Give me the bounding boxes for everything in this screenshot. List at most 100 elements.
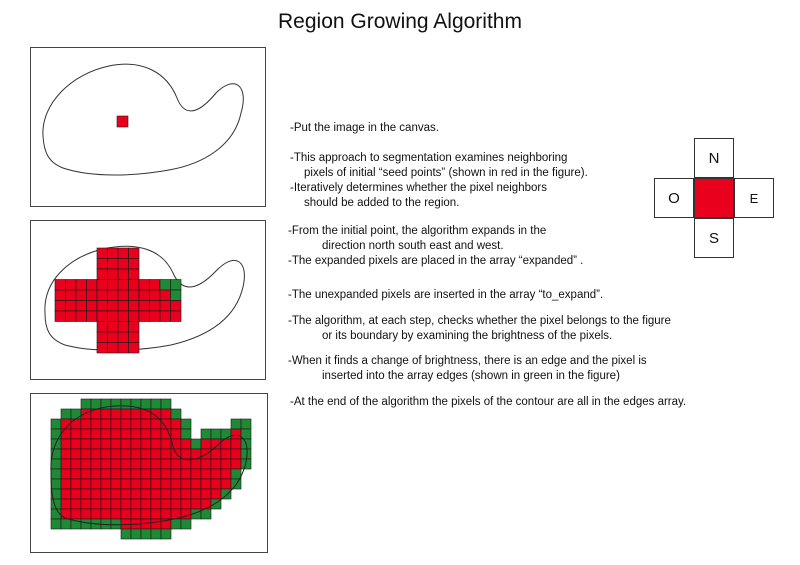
expanded-pixel	[170, 310, 182, 322]
contour-edge-pixel	[170, 518, 182, 530]
expanded-pixel	[75, 279, 87, 291]
region-pixel	[160, 438, 172, 450]
seed-pixel	[116, 115, 129, 128]
expanded-pixel	[128, 310, 140, 322]
region-pixel	[150, 488, 162, 500]
expanded-pixel	[86, 300, 98, 312]
region-pixel	[130, 498, 142, 510]
expanded-pixel	[107, 310, 119, 322]
region-pixel	[210, 448, 222, 460]
contour-edge-pixel	[90, 398, 102, 410]
expanded-pixel	[138, 289, 150, 301]
expanded-pixel	[138, 310, 150, 322]
expanded-pixel	[128, 279, 140, 291]
expanded-pixel	[86, 279, 98, 291]
region-pixel	[190, 458, 202, 470]
expanded-pixel	[128, 342, 140, 354]
region-pixel	[230, 448, 242, 460]
region-pixel	[150, 498, 162, 510]
region-pixel	[120, 448, 132, 460]
compass-south: S	[694, 218, 734, 258]
region-pixel	[100, 498, 112, 510]
panel-contour	[30, 393, 268, 553]
region-pixel	[160, 488, 172, 500]
expanded-pixel	[117, 321, 129, 333]
contour-edge-pixel	[200, 428, 212, 440]
contour-edge-pixel	[50, 458, 62, 470]
region-pixel	[70, 488, 82, 500]
expanded-pixel	[96, 331, 108, 343]
contour-edge-pixel	[130, 528, 142, 540]
region-pixel	[190, 478, 202, 490]
compass-north: N	[694, 138, 734, 178]
region-pixel	[170, 428, 182, 440]
step-seed-points: -This approach to segmentation examines …	[290, 152, 588, 209]
contour-edge-pixel	[170, 408, 182, 420]
contour-edge-pixel	[180, 418, 192, 430]
region-pixel	[80, 508, 92, 520]
region-pixel	[110, 508, 122, 520]
shape-outline	[42, 63, 244, 176]
panel-expansion	[30, 220, 266, 380]
page-title: Region Growing Algorithm	[278, 10, 522, 33]
expanded-pixel	[149, 279, 161, 291]
region-pixel	[230, 428, 242, 440]
expanded-pixel	[96, 300, 108, 312]
region-pixel	[150, 428, 162, 440]
region-pixel	[180, 458, 192, 470]
region-pixel	[140, 468, 152, 480]
region-pixel	[60, 448, 72, 460]
contour-edge-pixel	[160, 528, 172, 540]
expanded-pixel	[96, 289, 108, 301]
contour-edge-pixel	[120, 528, 132, 540]
expanded-pixel	[86, 289, 98, 301]
expanded-pixel	[107, 289, 119, 301]
region-pixel	[180, 488, 192, 500]
region-pixel	[110, 458, 122, 470]
region-pixel	[170, 458, 182, 470]
region-pixel	[80, 498, 92, 510]
contour-edge-pixel	[220, 488, 232, 500]
region-pixel	[170, 468, 182, 480]
region-pixel	[60, 498, 72, 510]
region-pixel	[110, 438, 122, 450]
region-pixel	[180, 448, 192, 460]
region-pixel	[120, 498, 132, 510]
region-pixel	[80, 418, 92, 430]
region-pixel	[100, 418, 112, 430]
region-pixel	[70, 468, 82, 480]
expanded-pixel	[149, 300, 161, 312]
region-pixel	[210, 478, 222, 490]
region-pixel	[100, 448, 112, 460]
region-pixel	[180, 478, 192, 490]
region-pixel	[70, 448, 82, 460]
contour-edge-pixel	[60, 408, 72, 420]
region-pixel	[120, 428, 132, 440]
step-canvas: -Put the image in the canvas.	[290, 122, 439, 134]
region-pixel	[150, 418, 162, 430]
region-pixel	[200, 438, 212, 450]
expanded-pixel	[54, 279, 66, 291]
region-pixel	[100, 488, 112, 500]
neighbor-compass: N O E S	[654, 138, 774, 258]
expanded-pixel	[96, 321, 108, 333]
contour-edge-pixel	[180, 518, 192, 530]
region-pixel	[140, 438, 152, 450]
region-pixel	[110, 448, 122, 460]
compass-west: O	[654, 178, 694, 218]
expanded-pixel	[117, 331, 129, 343]
expanded-pixel	[117, 310, 129, 322]
expanded-pixel	[96, 258, 108, 270]
region-pixel	[70, 438, 82, 450]
contour-edge-pixel	[230, 418, 242, 430]
region-pixel	[180, 438, 192, 450]
region-pixel	[210, 458, 222, 470]
region-pixel	[80, 478, 92, 490]
region-pixel	[100, 428, 112, 440]
region-pixel	[140, 458, 152, 470]
region-pixel	[90, 468, 102, 480]
region-pixel	[140, 428, 152, 440]
region-pixel	[110, 488, 122, 500]
region-pixel	[140, 448, 152, 460]
expanded-pixel	[128, 321, 140, 333]
